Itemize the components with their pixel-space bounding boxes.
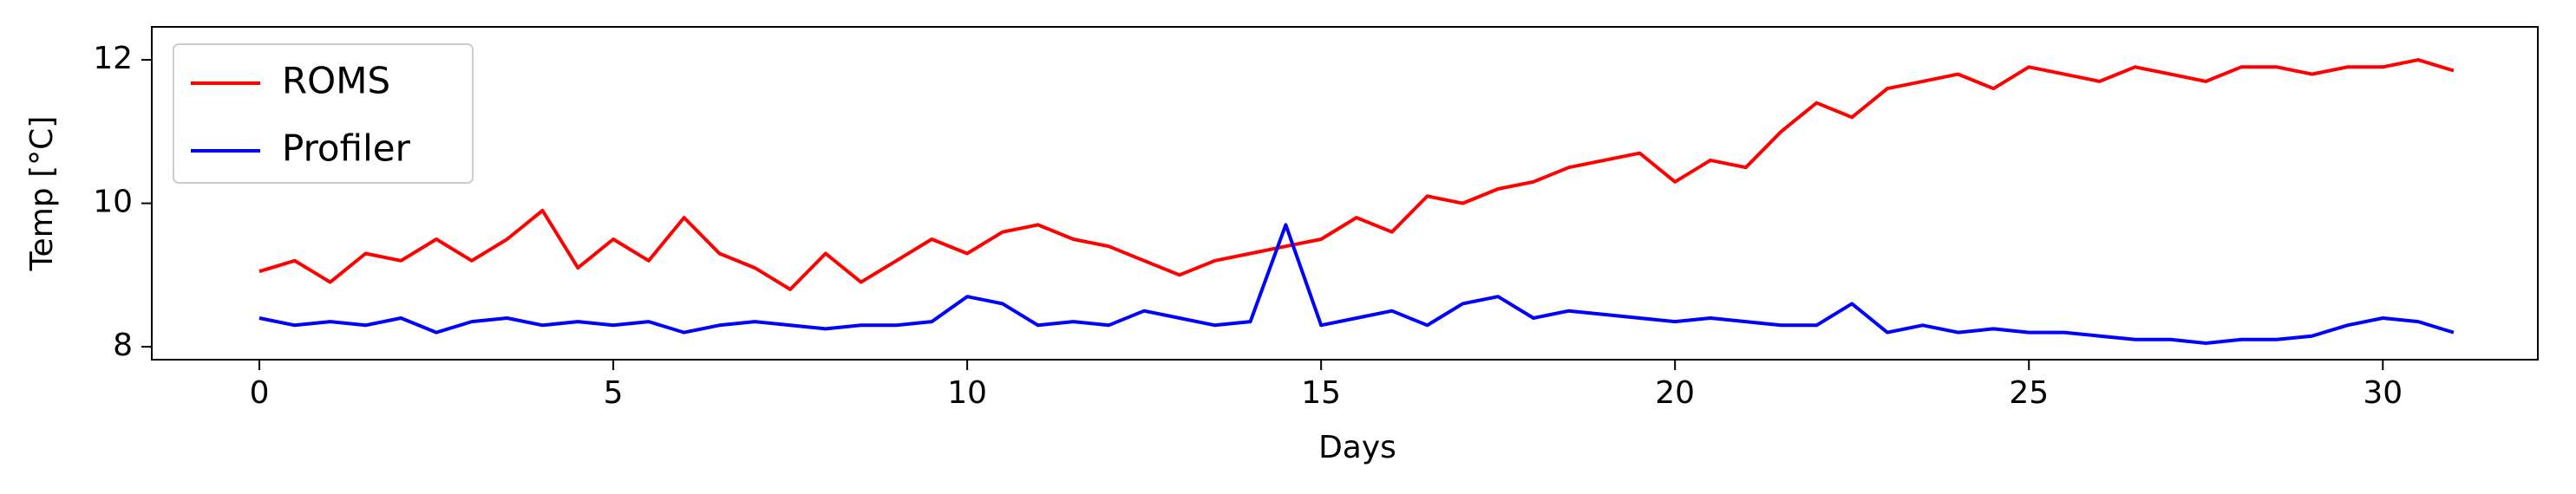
legend-box: [173, 43, 474, 184]
x-tick-label: 0: [250, 375, 270, 411]
x-tick-label: 20: [1655, 375, 1695, 411]
plot-frame: [151, 26, 2539, 361]
line-series: [258, 58, 2455, 291]
y-axis-label: Temp [°C]: [24, 116, 60, 272]
x-tick-label: 10: [947, 375, 987, 411]
y-tick-label: 12: [93, 41, 133, 76]
legend-label: ROMS: [282, 60, 390, 102]
y-tick-label: 10: [93, 185, 133, 220]
x-axis-label: Days: [1318, 430, 1396, 465]
line-series: [258, 223, 2455, 345]
x-tick-label: 30: [2363, 375, 2403, 411]
x-tick-label: 25: [2009, 375, 2049, 411]
legend-label: Profiler: [282, 127, 411, 170]
y-tick-label: 8: [113, 328, 133, 363]
x-tick-label: 15: [1301, 375, 1341, 411]
x-tick-label: 5: [604, 375, 624, 411]
